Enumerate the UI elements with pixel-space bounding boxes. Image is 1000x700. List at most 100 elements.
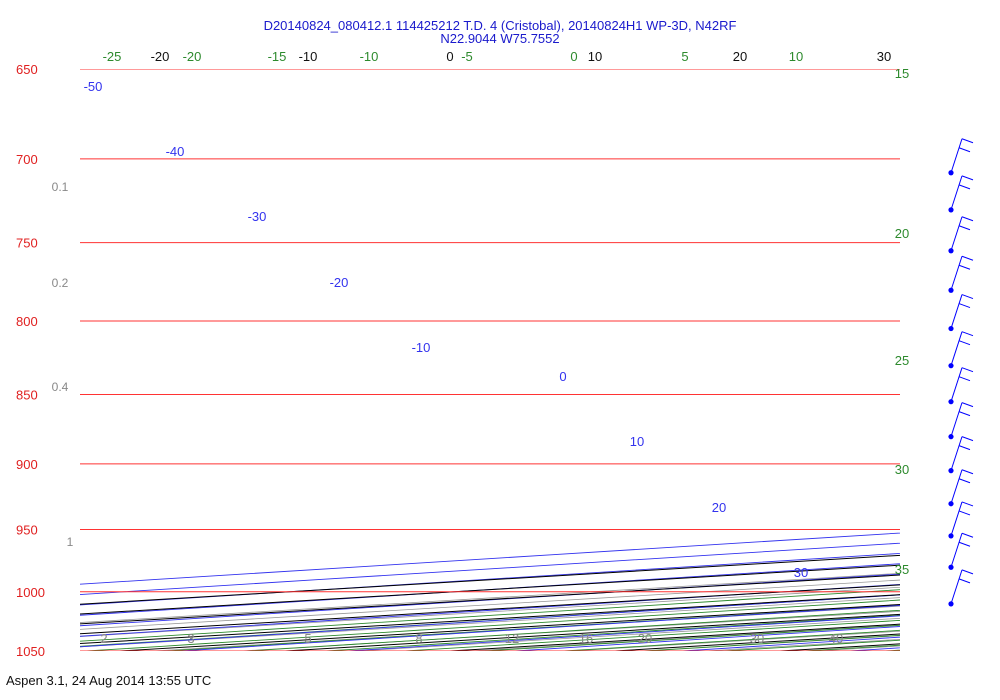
wind-barb: [948, 367, 974, 405]
isotherm-line: [80, 564, 900, 615]
mixing-ratio-line: [351, 617, 900, 651]
moist-adiabat-line: [724, 639, 900, 651]
pressure-tick-label: 650: [16, 62, 38, 77]
dry-adiabat-line: [843, 647, 900, 651]
wind-barb: [948, 175, 974, 213]
dry-adiabat-line: [839, 0, 1000, 662]
dry-adiabat-line: [173, 604, 900, 651]
wind-barb: [948, 469, 974, 507]
isotherm-top-label: 10: [588, 49, 602, 64]
mixing-ratio-bottom-label: 16: [579, 631, 593, 646]
moist-adiabats: [80, 50, 1000, 651]
mixing-ratio-bottom-label: 5: [304, 631, 311, 646]
dry-adiabat-line: [80, 563, 900, 616]
pressure-tick-label: 850: [16, 388, 38, 403]
moist-adiabat-top-label: 0: [570, 49, 577, 64]
mixing-ratio-left-label: 0.4: [52, 380, 69, 394]
moist-adiabat-line: [484, 624, 900, 651]
moist-adiabat-top-label: -10: [360, 49, 379, 64]
isotherm-top-label: 30: [877, 49, 891, 64]
dry-adiabat-line: [80, 532, 900, 585]
moist-adiabat-right-label: 35: [895, 562, 909, 577]
moist-adiabat-top-label: -20: [183, 49, 202, 64]
isotherm-top-label: 0: [446, 49, 453, 64]
wind-barbs: [948, 138, 974, 607]
mixing-ratio-bottom-label: 3: [187, 631, 194, 646]
pressure-tick-label: 800: [16, 314, 38, 329]
footer-timestamp: Aspen 3.1, 24 Aug 2014 13:55 UTC: [6, 673, 212, 688]
isobars: [80, 69, 900, 651]
dry-adiabat-line: [80, 573, 900, 627]
dry-adiabat-label: 0: [559, 369, 566, 384]
dry-adiabat-label: -40: [166, 144, 185, 159]
mixing-ratio-bottom-label: 20: [638, 631, 652, 646]
mixing-ratio-bottom-label: 8: [415, 631, 422, 646]
mixing-ratio-bottom-label: 12: [505, 631, 519, 646]
dry-adiabat-line: [80, 583, 900, 637]
pressure-tick-label: 950: [16, 523, 38, 538]
dry-adiabat-label: 30: [794, 565, 808, 580]
isotherm-top-label: -20: [151, 49, 170, 64]
moist-adiabat-top-label: -5: [461, 49, 473, 64]
mixing-ratio-bottom-label: 30: [750, 631, 764, 646]
isotherm-line: [80, 554, 900, 605]
mixing-ratio-left-label: 1: [67, 535, 74, 549]
dry-adiabat-label: -50: [84, 79, 103, 94]
pressure-tick-label: 750: [16, 236, 38, 251]
moist-adiabat-line: [80, 594, 900, 647]
moist-adiabat-line: [804, 644, 900, 651]
moist-adiabat-line: [167, 604, 900, 651]
dry-adiabat-label: -20: [330, 275, 349, 290]
dry-adiabats: [80, 0, 1000, 662]
dry-adiabat-label: 10: [630, 434, 644, 449]
dry-adiabat-label: 20: [712, 500, 726, 515]
moist-adiabat-line: [967, 50, 1000, 651]
wind-barb: [948, 216, 974, 254]
wind-barb: [948, 402, 974, 440]
moist-adiabat-line: [643, 634, 900, 651]
wind-barb: [948, 331, 974, 369]
moist-adiabat-line: [86, 599, 900, 651]
pressure-tick-label: 900: [16, 457, 38, 472]
moist-adiabat-top-label: 10: [789, 49, 803, 64]
mixing-ratio-left-label: 0.2: [52, 276, 69, 290]
isotherm-top-label: -10: [299, 49, 318, 64]
wind-barb: [948, 569, 974, 607]
moist-adiabat-top-label: 5: [681, 49, 688, 64]
isotherm-top-label: 20: [733, 49, 747, 64]
mixing-ratio-line: [640, 635, 900, 651]
pressure-tick-label: 1000: [16, 585, 45, 600]
chart-location: N22.9044 W75.7552: [440, 31, 560, 46]
wind-barb: [948, 255, 974, 293]
pressure-tick-label: 1050: [16, 644, 45, 659]
moist-adiabat-line: [885, 649, 900, 651]
dry-adiabat-line: [80, 594, 900, 648]
wind-barb: [948, 436, 974, 474]
mixing-ratio-bottom-label: 40: [829, 631, 843, 646]
mixing-ratio-lines: [80, 572, 900, 651]
moist-adiabat-right-label: 15: [895, 66, 909, 81]
wind-barb: [948, 294, 974, 332]
moist-adiabat-line: [80, 589, 900, 642]
dry-adiabat-label: -30: [248, 209, 267, 224]
pressure-tick-label: 700: [16, 152, 38, 167]
chart-title: D20140824_080412.1 114425212 T.D. 4 (Cri…: [263, 18, 737, 33]
isotherm-line: [561, 31, 1000, 674]
mixing-ratio-bottom-label: 2: [100, 631, 107, 646]
moist-adiabat-right-label: 25: [895, 353, 909, 368]
moist-adiabat-right-label: 20: [895, 226, 909, 241]
mixing-ratio-line: [80, 572, 900, 623]
mixing-ratio-line: [699, 638, 900, 651]
wind-barb: [948, 532, 974, 570]
mixing-ratio-line: [463, 624, 900, 651]
moist-adiabat-top-label: -15: [268, 49, 287, 64]
dry-adiabat-label: -10: [412, 340, 431, 355]
moist-adiabat-line: [405, 619, 900, 651]
mixing-ratio-left-label: 0.1: [52, 180, 69, 194]
moist-adiabat-top-label: -25: [103, 49, 122, 64]
wind-barb: [948, 501, 974, 539]
dry-adiabat-line: [80, 552, 900, 606]
isotherms: [80, 31, 1000, 674]
